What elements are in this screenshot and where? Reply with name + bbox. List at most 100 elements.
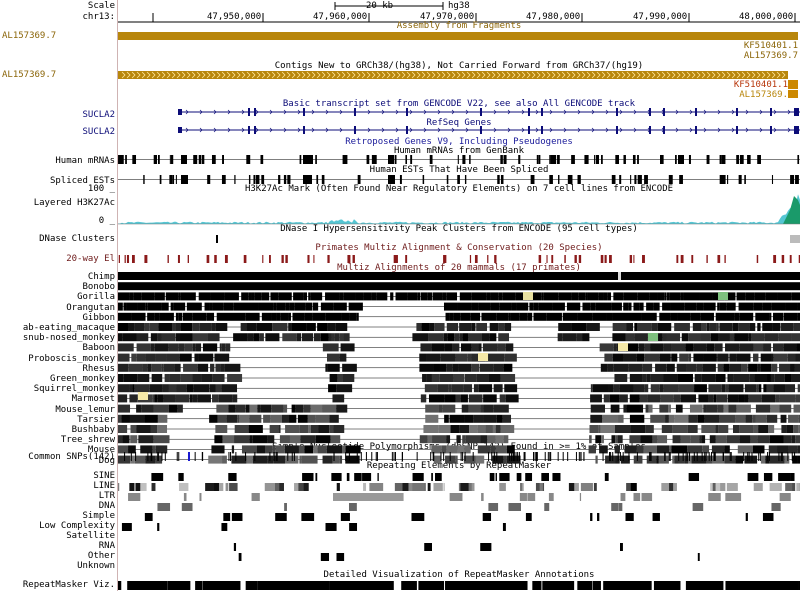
alignment-block xyxy=(701,435,706,444)
contig-chevron xyxy=(156,71,161,79)
alignment-block xyxy=(179,353,192,362)
rmsk-viz-track-label[interactable]: RepeatMasker Viz. xyxy=(22,580,115,590)
rmsk-viz-block xyxy=(195,581,203,590)
alignment-block xyxy=(245,404,250,413)
alignment-block xyxy=(726,302,736,311)
repeat-element xyxy=(325,523,337,531)
alignment-block xyxy=(138,435,154,444)
gencode-gene-strand-arrow xyxy=(535,109,539,115)
multiz-track-title[interactable]: Multiz Alignments of 20 mammals (17 prim… xyxy=(337,263,581,273)
refseq-gene-label[interactable]: SUCLA2 xyxy=(82,127,115,137)
dnase-track-label[interactable]: DNase Clusters xyxy=(39,234,115,244)
alignment-block xyxy=(625,343,639,352)
cons-track-label[interactable]: 20-way El xyxy=(66,254,115,264)
est-track-label[interactable]: Spliced ESTs xyxy=(49,176,115,186)
alignment-block xyxy=(118,384,130,393)
snp-mark xyxy=(669,452,671,461)
track-data-panel[interactable]: 20 kb hg38 47,950,000 47,960,000 47,970,00… xyxy=(118,0,800,591)
snp-track-label[interactable]: Common SNPs(142) xyxy=(28,452,115,462)
mrna-block xyxy=(222,155,224,164)
gencode-gene-strand-arrow xyxy=(563,109,567,115)
repeat-element xyxy=(520,493,527,501)
alignment-block xyxy=(260,404,272,413)
alignment-block xyxy=(796,343,800,352)
alignment-block xyxy=(128,363,143,372)
conserved-element xyxy=(564,255,566,263)
alignment-block xyxy=(773,312,784,321)
rmsk-track-title[interactable]: Repeating Elements by RepeatMasker xyxy=(366,461,552,471)
alignment-block xyxy=(450,425,460,433)
alignment-block xyxy=(663,374,678,382)
h3k27ac-track-label[interactable]: Layered H3K27Ac xyxy=(33,198,115,208)
conserved-element xyxy=(781,255,785,263)
snp-mark xyxy=(575,452,577,461)
est-block xyxy=(744,175,746,184)
alignment-block xyxy=(223,302,234,311)
alignment-block xyxy=(326,353,340,362)
alignment-block xyxy=(452,343,460,352)
track-graphics[interactable] xyxy=(118,0,800,591)
mrna-block xyxy=(211,155,216,164)
alignment-block xyxy=(527,292,542,301)
alignment-block xyxy=(339,455,343,464)
repeat-element xyxy=(412,483,425,491)
contig-item-label[interactable]: AL157369.7 xyxy=(2,70,57,80)
alignment-block xyxy=(459,425,470,433)
repeat-element xyxy=(348,503,357,511)
contig-chevron xyxy=(521,71,526,79)
h3k27ac-min-label: 0 _ xyxy=(98,216,115,226)
gencode-track-title[interactable]: Basic transcript set from GENCODE V22, s… xyxy=(282,99,636,109)
alignment-block xyxy=(781,323,794,331)
alignment-block xyxy=(192,333,208,342)
snp-mark xyxy=(245,452,247,461)
retro-track-title[interactable]: Retroposed Genes V9, Including Pseudogen… xyxy=(345,137,573,147)
rmskviz-track-title[interactable]: Detailed Visualization of RepeatMasker A… xyxy=(323,570,595,580)
alignment-block xyxy=(496,312,509,321)
snp-mark xyxy=(230,452,232,461)
conserved-element xyxy=(676,255,679,263)
refseq-track-title[interactable]: RefSeq Genes xyxy=(426,118,492,128)
est-block xyxy=(727,175,729,184)
snp-mark xyxy=(612,452,614,461)
gencode-gene-label[interactable]: SUCLA2 xyxy=(82,110,115,120)
alignment-block xyxy=(134,323,145,331)
alignment-block xyxy=(118,374,124,382)
alignment-block xyxy=(455,353,468,362)
gencode-gene-strand-arrow xyxy=(731,109,735,115)
assembly-right-label-1[interactable]: KF510401.1 xyxy=(743,41,798,51)
alignment-block xyxy=(769,312,772,321)
est-block xyxy=(287,175,291,184)
contig-chevron xyxy=(781,71,786,79)
contig-right-label-2[interactable]: AL157369. xyxy=(739,90,788,100)
rmsk-viz-block xyxy=(645,581,652,590)
alignment-block xyxy=(172,323,176,331)
alignment-block xyxy=(629,394,640,403)
est-track-title[interactable]: Human ESTs That Have Been Spliced xyxy=(369,165,549,175)
snp-mark xyxy=(567,452,569,461)
alignment-block xyxy=(132,384,135,393)
alignment-block xyxy=(770,374,775,382)
contigs-track-title[interactable]: Contigs New to GRCh38/(hg38), Not Carrie… xyxy=(274,61,644,71)
alignment-block xyxy=(700,312,714,321)
contig-chevron xyxy=(716,71,721,79)
assembly-right-label-2[interactable]: AL157369.7 xyxy=(743,51,798,61)
assembly-track-title[interactable]: Assembly from Fragments xyxy=(396,21,522,31)
alignment-block xyxy=(644,384,649,393)
dnase-track-title[interactable]: DNase I Hypersensitivity Peak Clusters f… xyxy=(280,224,638,234)
assembly-item-label[interactable]: AL157369.7 xyxy=(2,31,57,41)
contig-right-label-1[interactable]: KF510401.1 xyxy=(733,80,788,90)
alignment-block xyxy=(175,323,181,331)
species-label: Marmoset xyxy=(71,394,115,405)
alignment-block xyxy=(371,292,377,301)
alignment-block xyxy=(149,323,159,331)
snp-mark xyxy=(780,452,782,461)
ruler-tick-label: 47,960,000 xyxy=(313,12,368,22)
mrna-track-label[interactable]: Human mRNAs xyxy=(55,156,115,166)
alignment-block xyxy=(490,445,496,454)
cons-track-title[interactable]: Primates Multiz Alignment & Conservation… xyxy=(315,243,603,253)
alignment-block xyxy=(339,353,347,362)
mrna-track-title[interactable]: Human mRNAs from GenBank xyxy=(393,146,525,156)
h3k27ac-track-title[interactable]: H3K27Ac Mark (Often Found Near Regulator… xyxy=(244,184,674,194)
alignment-highlight xyxy=(618,343,628,351)
